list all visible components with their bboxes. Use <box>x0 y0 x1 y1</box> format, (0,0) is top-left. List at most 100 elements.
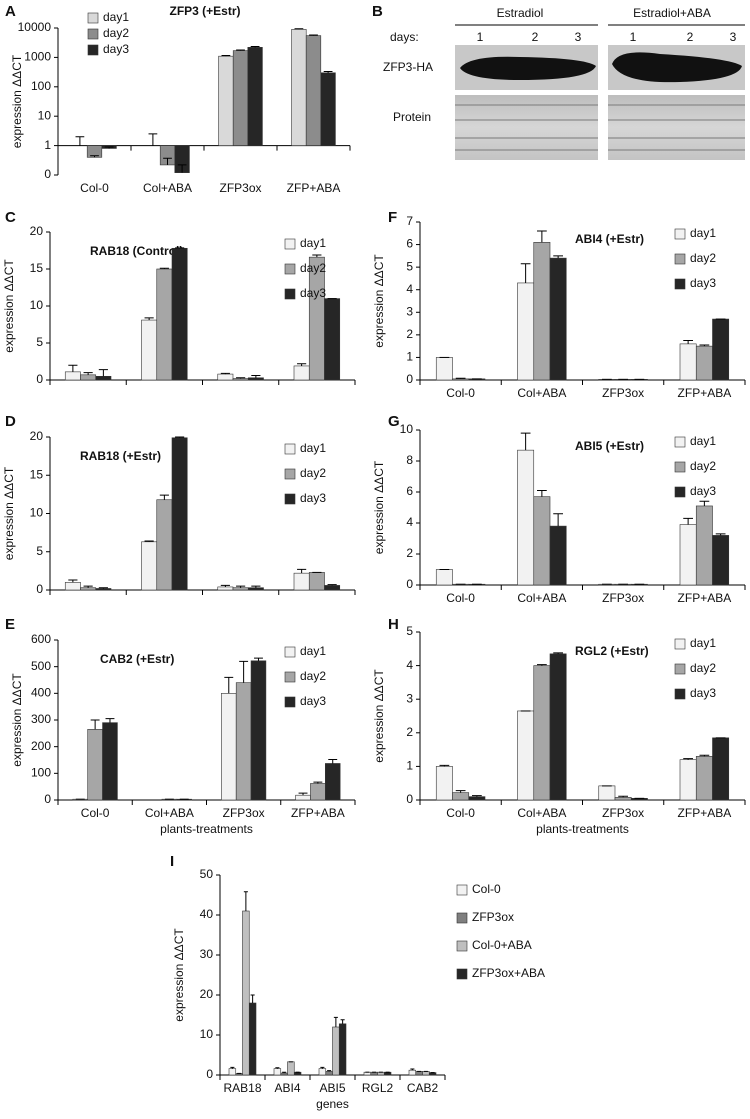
error-bar <box>537 489 547 497</box>
bar <box>293 572 310 591</box>
error-bar <box>320 1066 325 1069</box>
y-axis-label: expression ΔΔCT <box>172 928 186 1022</box>
error-bar <box>75 136 85 146</box>
bar <box>287 1061 295 1076</box>
blot-band <box>460 56 596 80</box>
panel-label: B <box>372 3 383 20</box>
y-tick-label: 1 <box>406 350 413 364</box>
y-tick-label: 400 <box>31 686 51 700</box>
legend-swatch <box>284 671 296 683</box>
bar <box>422 1071 430 1076</box>
error-bar <box>98 587 108 589</box>
legend-label: day3 <box>690 686 716 700</box>
y-tick-label: 0 <box>36 372 43 386</box>
bar <box>305 35 322 146</box>
y-tick-label: 20 <box>30 429 44 443</box>
legend-swatch <box>87 28 99 40</box>
x-tick-label: Col+ABA <box>517 806 566 820</box>
error-bar <box>683 758 693 760</box>
y-tick-label: 50 <box>200 867 214 881</box>
protein-bands <box>455 104 745 151</box>
bar <box>614 797 632 801</box>
error-bar <box>236 49 245 51</box>
y-axis-label: expression ΔΔCT <box>2 259 16 353</box>
chart-title: ABI4 (+Estr) <box>575 232 644 246</box>
y-axis-label: expression ΔΔCT <box>10 54 24 148</box>
error-bar <box>683 340 693 344</box>
bar <box>695 756 713 801</box>
legend-label: day1 <box>690 636 716 650</box>
day-label: 2 <box>532 30 539 44</box>
bar <box>171 437 188 591</box>
y-tick-label: 0 <box>206 1067 213 1081</box>
y-axis-label: expression ΔΔCT <box>10 673 24 767</box>
legend-swatch <box>674 278 686 290</box>
y-tick-label: 5 <box>36 335 43 349</box>
bar <box>64 371 81 381</box>
bar <box>102 722 118 801</box>
day-label: 1 <box>477 30 484 44</box>
error-bar <box>68 579 78 583</box>
y-tick-label: 10 <box>38 108 52 122</box>
y-tick-label: 1 <box>44 138 51 152</box>
x-tick-label: Col+ABA <box>145 806 194 820</box>
error-bar <box>472 795 482 797</box>
x-tick-label: Col-0 <box>446 386 475 400</box>
bar <box>291 29 307 146</box>
y-tick-label: 600 <box>31 632 51 646</box>
legend-label: day3 <box>300 491 326 505</box>
x-tick-label: Col-0 <box>446 806 475 820</box>
legend-swatch <box>284 696 296 708</box>
bar <box>679 524 697 586</box>
y-tick-label: 6 <box>406 237 413 251</box>
x-tick-label: ZFP3ox <box>602 591 644 605</box>
legend-label: Col-0+ABA <box>472 938 532 952</box>
bar <box>712 535 730 586</box>
error-bar <box>175 436 185 438</box>
y-tick-label: 4 <box>406 658 413 672</box>
bar <box>95 375 112 381</box>
bar <box>221 693 237 801</box>
y-axis-label: expression ΔΔCT <box>372 669 386 763</box>
bar <box>250 660 267 801</box>
error-bar <box>298 792 308 796</box>
error-bar <box>220 584 230 587</box>
bar <box>310 783 326 801</box>
legend-swatch <box>674 436 686 448</box>
legend-swatch <box>87 12 99 24</box>
error-bar <box>250 45 260 48</box>
error-bar <box>699 754 710 757</box>
y-tick-label: 100 <box>31 79 51 93</box>
bar <box>533 496 551 586</box>
bar <box>324 585 341 591</box>
error-bar <box>98 369 108 377</box>
y-tick-label: 5 <box>36 544 43 558</box>
bar <box>324 763 341 801</box>
bar <box>232 378 249 381</box>
legend-swatch <box>284 493 296 505</box>
y-tick-label: 4 <box>406 515 413 529</box>
x-tick-label: ZFP+ABA <box>678 591 732 605</box>
x-axis-label: genes <box>316 1097 349 1111</box>
legend-label: day1 <box>300 236 326 250</box>
error-bar <box>327 584 337 586</box>
y-tick-label: 1000 <box>24 50 51 64</box>
legend-label: day2 <box>690 661 716 675</box>
bar <box>408 1069 417 1076</box>
error-bar <box>243 891 248 911</box>
error-bar <box>520 432 531 451</box>
y-tick-label: 1 <box>406 759 413 773</box>
legend-swatch <box>674 688 686 700</box>
x-tick-label: Col-0 <box>446 591 475 605</box>
y-tick-label: 7 <box>406 214 413 228</box>
legend-label: Col-0 <box>472 882 501 896</box>
day-label: 3 <box>730 30 737 44</box>
error-bar <box>294 28 304 30</box>
legend-swatch <box>284 238 296 250</box>
error-bar <box>309 34 318 36</box>
legend-label: ZFP3ox <box>472 910 514 924</box>
error-bar <box>239 660 249 683</box>
y-tick-label: 15 <box>30 467 44 481</box>
error-bar <box>683 517 693 525</box>
